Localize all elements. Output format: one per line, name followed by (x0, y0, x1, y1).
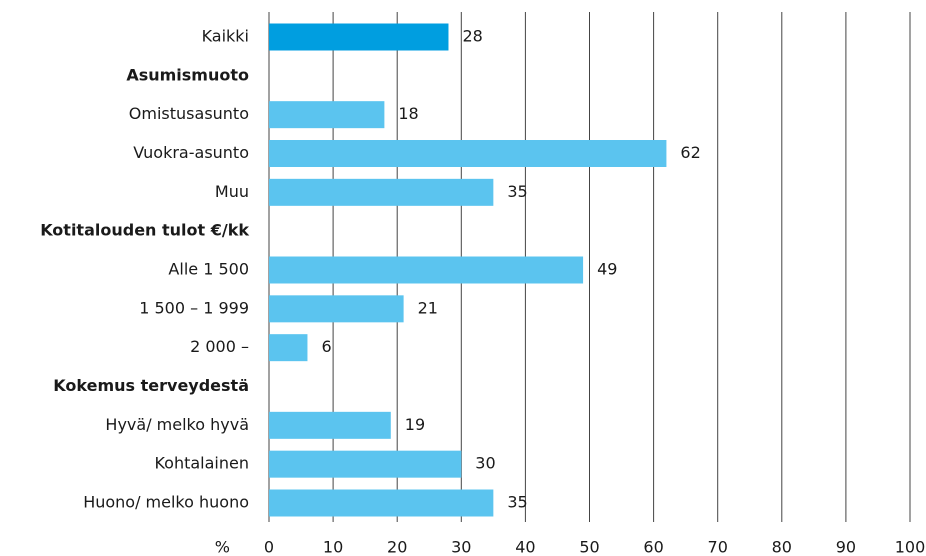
bar (269, 23, 449, 51)
y-tick-label: Kohtalainen (154, 454, 249, 473)
value-label: 30 (475, 454, 495, 473)
value-label: 19 (405, 415, 425, 434)
bar (269, 411, 391, 439)
value-label: 28 (462, 27, 482, 46)
value-label: 18 (398, 104, 418, 123)
x-tick-label: 0 (264, 538, 274, 556)
bar (269, 450, 462, 478)
value-label: 35 (507, 182, 527, 201)
x-tick-label: 20 (387, 538, 407, 556)
y-tick-label: Alle 1 500 (168, 260, 249, 279)
y-tick-label: Kaikki (202, 27, 249, 46)
x-tick-label: 100 (895, 538, 926, 556)
bar (269, 489, 494, 517)
value-label: 62 (680, 143, 700, 162)
x-axis-label: % (215, 538, 230, 556)
x-tick-label: 40 (515, 538, 535, 556)
group-header: Asumismuoto (126, 65, 249, 84)
bar (269, 178, 494, 206)
x-tick-label: 90 (836, 538, 856, 556)
y-tick-label: 2 000 – (190, 337, 249, 356)
x-tick-label: 70 (708, 538, 728, 556)
value-label: 21 (418, 298, 438, 317)
value-label: 6 (321, 337, 331, 356)
x-tick-label: 30 (451, 538, 471, 556)
x-tick-label: 50 (579, 538, 599, 556)
bar (269, 140, 667, 167)
y-tick-label: Omistusasunto (129, 104, 249, 123)
y-tick-label: Vuokra-asunto (133, 143, 249, 162)
y-tick-label: Huono/ melko huono (83, 493, 249, 512)
x-tick-label: 80 (772, 538, 792, 556)
x-tick-label: 60 (643, 538, 663, 556)
y-tick-label: 1 500 – 1 999 (139, 298, 249, 317)
group-header: Kokemus terveydestä (53, 376, 249, 395)
bar (269, 295, 404, 323)
y-tick-label: Muu (215, 182, 249, 201)
bar (269, 101, 385, 129)
value-label: 49 (597, 260, 617, 279)
value-label: 35 (507, 493, 527, 512)
bar (269, 334, 308, 362)
y-tick-label: Hyvä/ melko hyvä (105, 415, 249, 434)
bar (269, 256, 584, 284)
group-header: Kotitalouden tulot €/kk (40, 221, 249, 240)
x-tick-label: 10 (323, 538, 343, 556)
